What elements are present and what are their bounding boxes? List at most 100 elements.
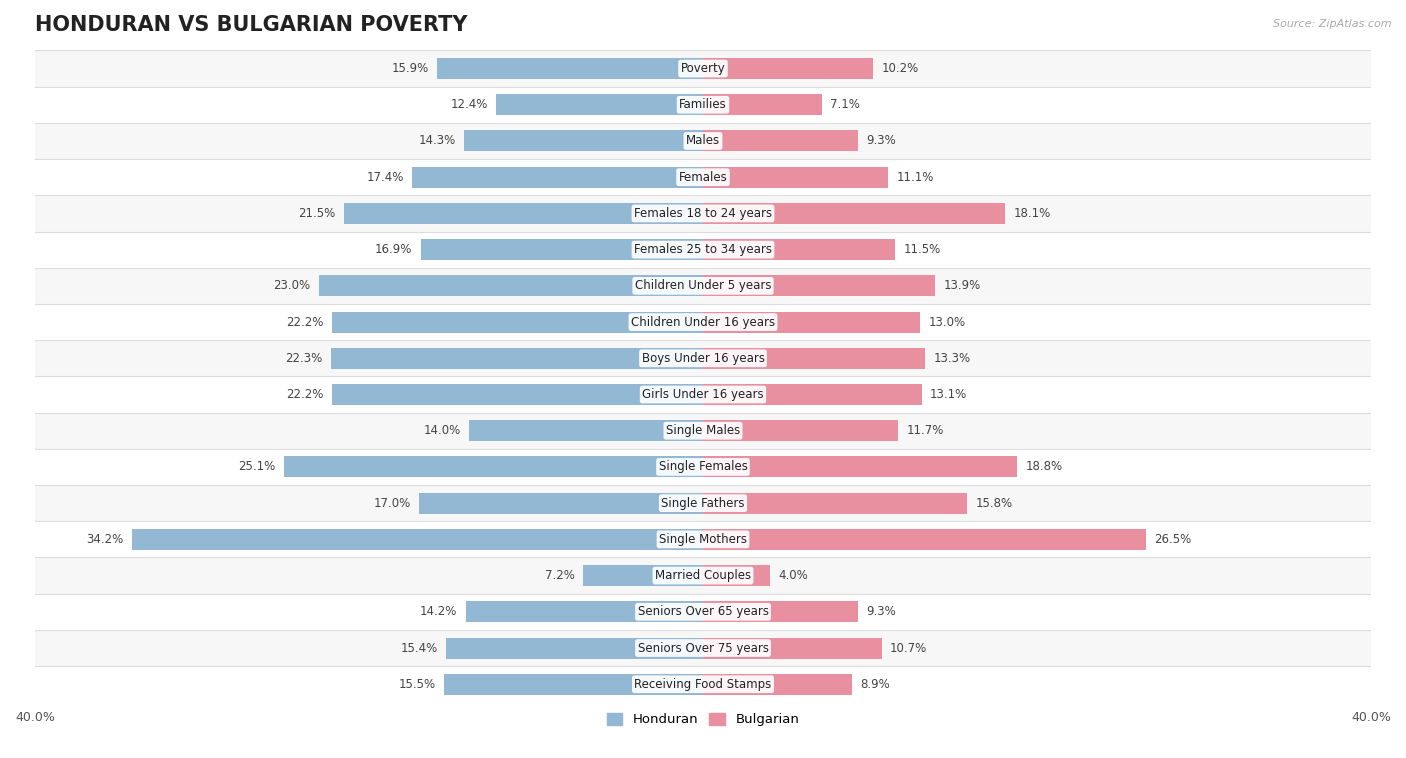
Text: Males: Males: [686, 134, 720, 148]
Text: Seniors Over 65 years: Seniors Over 65 years: [637, 606, 769, 619]
Bar: [420, 239, 703, 260]
Text: 14.2%: 14.2%: [420, 606, 457, 619]
Bar: [470, 420, 703, 441]
Text: 17.0%: 17.0%: [374, 496, 411, 509]
Bar: [703, 203, 1005, 224]
Text: 15.4%: 15.4%: [401, 641, 437, 654]
Bar: [703, 94, 821, 115]
Text: 18.1%: 18.1%: [1014, 207, 1050, 220]
Text: 18.8%: 18.8%: [1025, 460, 1063, 474]
Text: 11.1%: 11.1%: [897, 171, 934, 183]
Text: 15.8%: 15.8%: [976, 496, 1012, 509]
Text: Females 18 to 24 years: Females 18 to 24 years: [634, 207, 772, 220]
Bar: [703, 565, 770, 586]
Text: 14.0%: 14.0%: [423, 424, 461, 437]
Text: Source: ZipAtlas.com: Source: ZipAtlas.com: [1274, 19, 1392, 29]
Text: Females: Females: [679, 171, 727, 183]
Text: 13.9%: 13.9%: [943, 280, 981, 293]
Text: 15.9%: 15.9%: [392, 62, 429, 75]
Bar: [703, 384, 922, 405]
Text: 13.3%: 13.3%: [934, 352, 970, 365]
Text: 26.5%: 26.5%: [1154, 533, 1191, 546]
Bar: [35, 557, 1371, 594]
Text: 22.2%: 22.2%: [287, 315, 323, 328]
Bar: [344, 203, 703, 224]
Bar: [35, 340, 1371, 377]
Text: Poverty: Poverty: [681, 62, 725, 75]
Bar: [703, 130, 858, 152]
Text: 15.5%: 15.5%: [399, 678, 436, 691]
Text: Children Under 16 years: Children Under 16 years: [631, 315, 775, 328]
Text: Single Females: Single Females: [658, 460, 748, 474]
Bar: [35, 51, 1371, 86]
Bar: [332, 384, 703, 405]
Bar: [444, 674, 703, 695]
Bar: [35, 594, 1371, 630]
Text: Boys Under 16 years: Boys Under 16 years: [641, 352, 765, 365]
Text: 16.9%: 16.9%: [375, 243, 412, 256]
Bar: [703, 167, 889, 188]
Text: 11.7%: 11.7%: [907, 424, 945, 437]
Text: 4.0%: 4.0%: [778, 569, 808, 582]
Bar: [35, 304, 1371, 340]
Bar: [35, 630, 1371, 666]
Bar: [330, 348, 703, 369]
Text: 13.1%: 13.1%: [931, 388, 967, 401]
Bar: [35, 86, 1371, 123]
Text: Single Males: Single Males: [666, 424, 740, 437]
Legend: Honduran, Bulgarian: Honduran, Bulgarian: [602, 708, 804, 731]
Text: 10.2%: 10.2%: [882, 62, 920, 75]
Bar: [35, 231, 1371, 268]
Bar: [703, 674, 852, 695]
Text: Families: Families: [679, 99, 727, 111]
Text: 11.5%: 11.5%: [904, 243, 941, 256]
Text: 21.5%: 21.5%: [298, 207, 336, 220]
Bar: [703, 420, 898, 441]
Text: 9.3%: 9.3%: [866, 606, 897, 619]
Bar: [703, 312, 920, 333]
Bar: [703, 493, 967, 514]
Text: 34.2%: 34.2%: [86, 533, 124, 546]
Bar: [582, 565, 703, 586]
Bar: [703, 58, 873, 79]
Bar: [332, 312, 703, 333]
Bar: [35, 196, 1371, 231]
Bar: [703, 456, 1017, 478]
Text: Married Couples: Married Couples: [655, 569, 751, 582]
Text: HONDURAN VS BULGARIAN POVERTY: HONDURAN VS BULGARIAN POVERTY: [35, 15, 467, 35]
Text: 9.3%: 9.3%: [866, 134, 897, 148]
Text: 12.4%: 12.4%: [450, 99, 488, 111]
Text: Seniors Over 75 years: Seniors Over 75 years: [637, 641, 769, 654]
Bar: [412, 167, 703, 188]
Bar: [35, 666, 1371, 703]
Bar: [496, 94, 703, 115]
Text: 13.0%: 13.0%: [928, 315, 966, 328]
Text: 22.3%: 22.3%: [285, 352, 322, 365]
Bar: [464, 130, 703, 152]
Bar: [419, 493, 703, 514]
Bar: [446, 637, 703, 659]
Text: 25.1%: 25.1%: [238, 460, 276, 474]
Text: 14.3%: 14.3%: [419, 134, 456, 148]
Text: 7.2%: 7.2%: [544, 569, 575, 582]
Text: 10.7%: 10.7%: [890, 641, 928, 654]
Text: 8.9%: 8.9%: [860, 678, 890, 691]
Text: Single Fathers: Single Fathers: [661, 496, 745, 509]
Bar: [35, 377, 1371, 412]
Bar: [35, 123, 1371, 159]
Text: Girls Under 16 years: Girls Under 16 years: [643, 388, 763, 401]
Text: Females 25 to 34 years: Females 25 to 34 years: [634, 243, 772, 256]
Text: Children Under 5 years: Children Under 5 years: [634, 280, 772, 293]
Bar: [465, 601, 703, 622]
Bar: [35, 449, 1371, 485]
Bar: [703, 275, 935, 296]
Bar: [35, 159, 1371, 196]
Bar: [284, 456, 703, 478]
Text: 23.0%: 23.0%: [273, 280, 311, 293]
Text: Single Mothers: Single Mothers: [659, 533, 747, 546]
Bar: [703, 348, 925, 369]
Bar: [437, 58, 703, 79]
Bar: [35, 485, 1371, 522]
Bar: [35, 522, 1371, 557]
Text: 7.1%: 7.1%: [830, 99, 860, 111]
